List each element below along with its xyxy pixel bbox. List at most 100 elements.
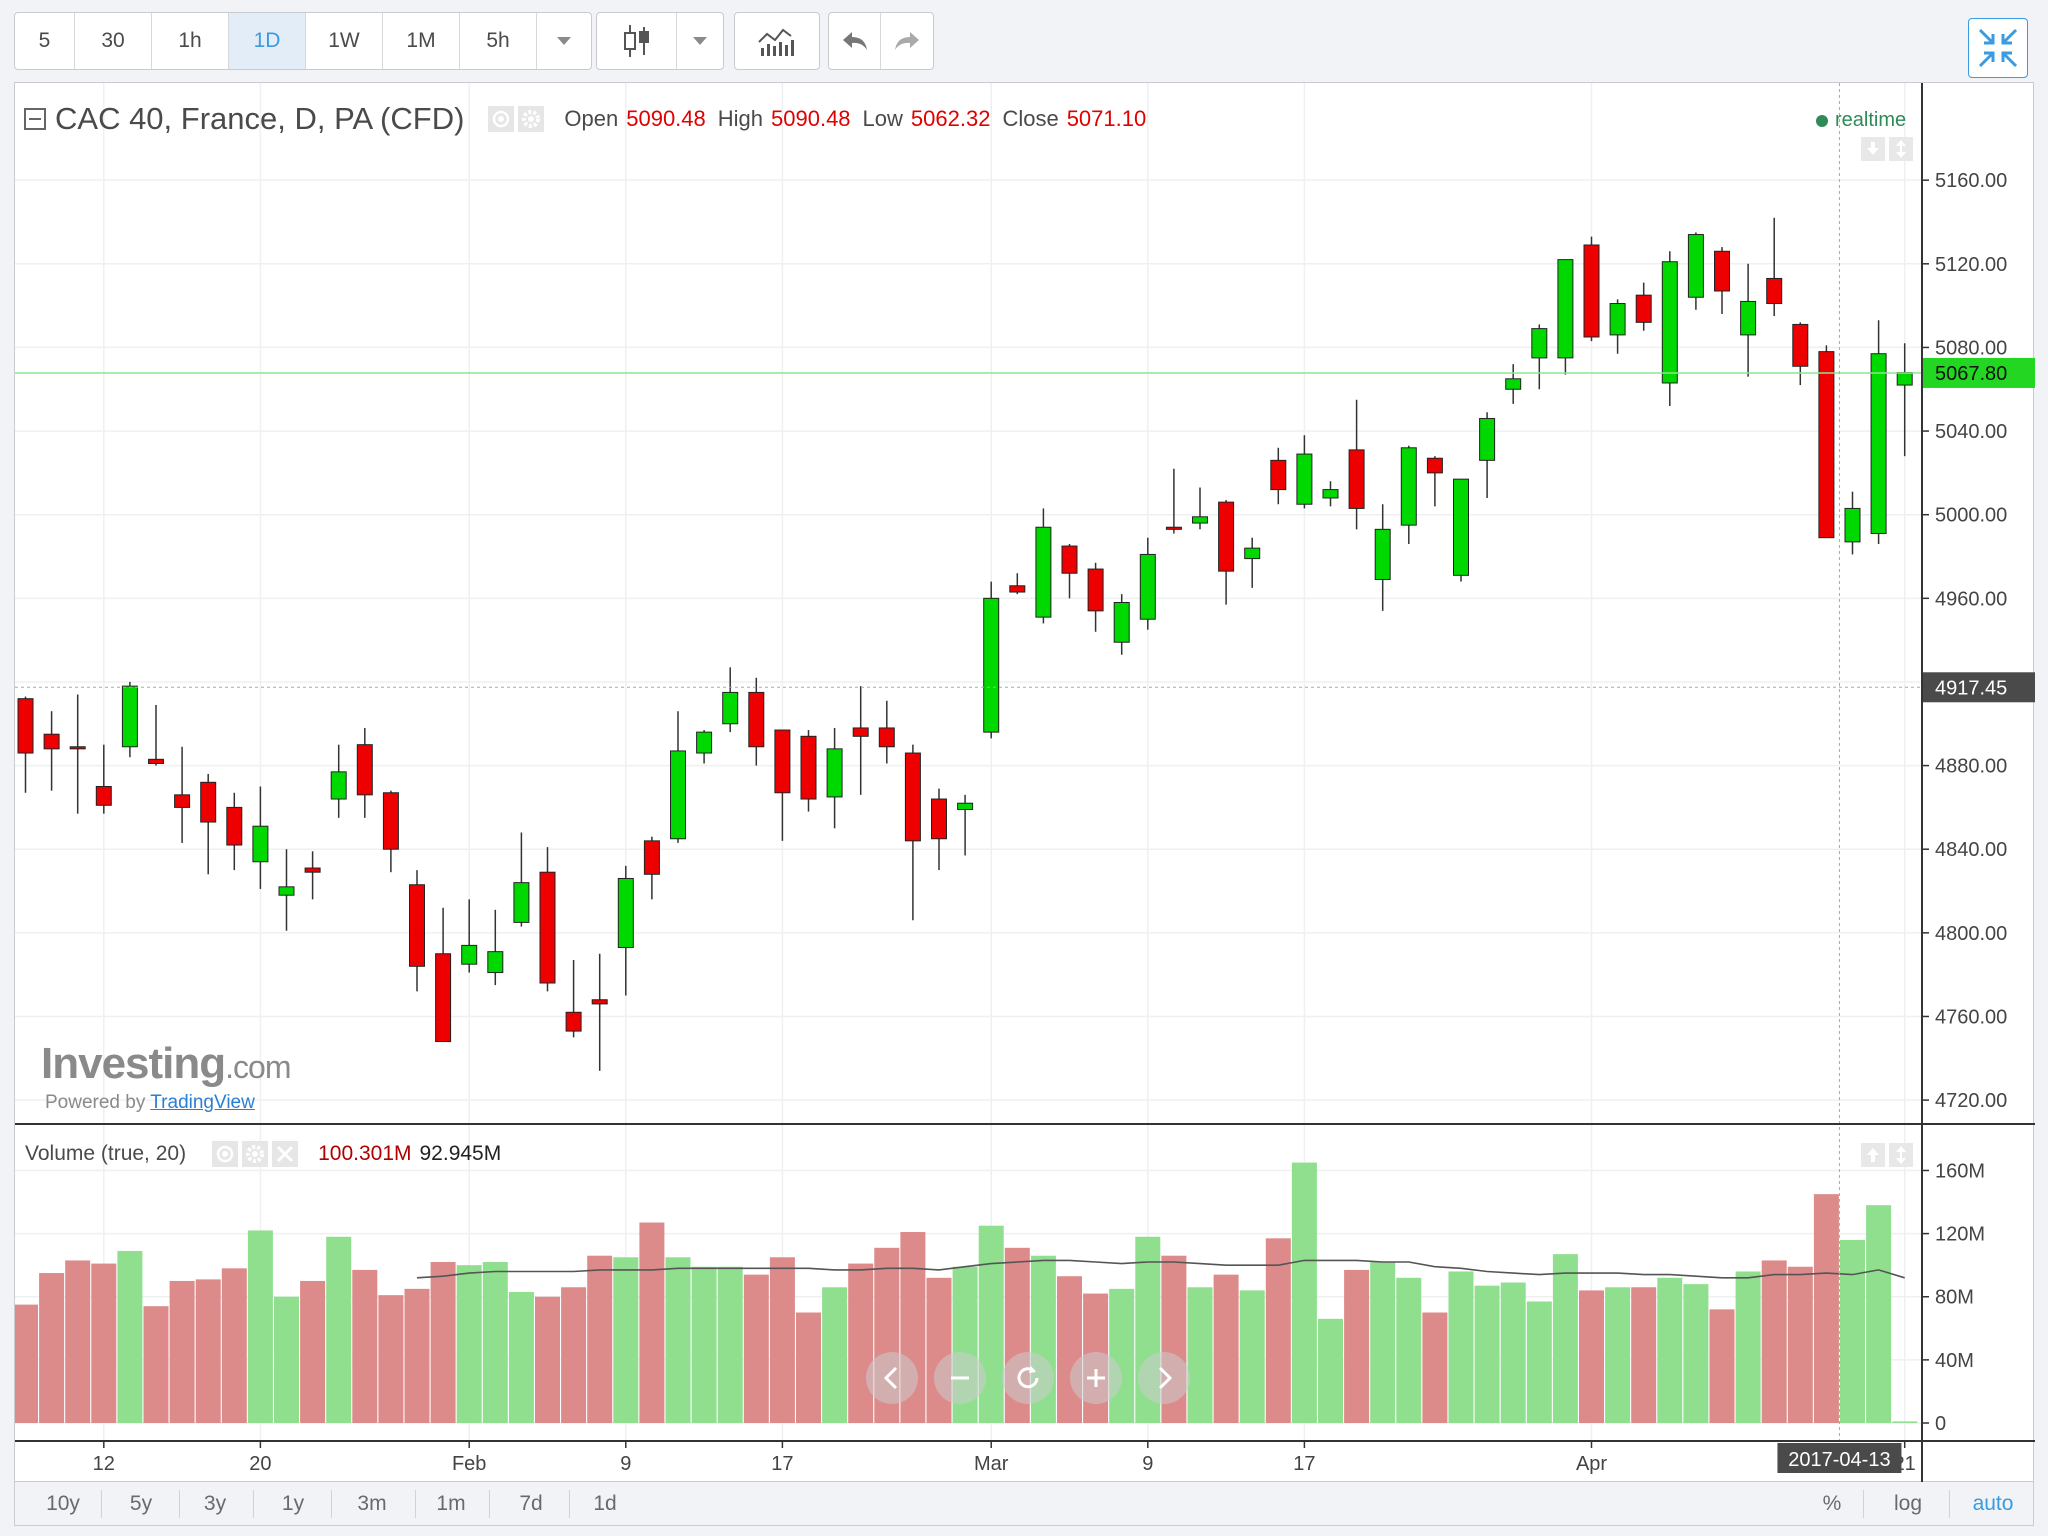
interval-5h-button[interactable]: 5h — [460, 13, 537, 69]
history-group — [828, 12, 934, 70]
range-1d-button[interactable]: 1d — [593, 1492, 617, 1515]
candle-body — [1061, 545, 1078, 574]
price-tick-label: 5120.00 — [1935, 254, 2007, 276]
volume-bar — [1526, 1301, 1552, 1423]
range-1y-button[interactable]: 1y — [281, 1492, 305, 1515]
interval-group: 5 30 1h 1D 1W 1M 5h — [14, 12, 592, 70]
volume-bar — [1474, 1285, 1500, 1423]
interval-1h-button[interactable]: 1h — [152, 13, 229, 69]
collapse-fullscreen-button[interactable] — [1969, 19, 2027, 77]
redo-button[interactable] — [881, 13, 933, 69]
volume-bar — [430, 1262, 456, 1423]
candle-body — [1087, 568, 1104, 612]
collapse-pane-icon[interactable] — [23, 107, 47, 131]
interval-1m-button[interactable]: 1M — [383, 13, 460, 69]
candle-body — [43, 733, 60, 750]
volume-bar — [769, 1257, 795, 1423]
range-separator — [253, 1490, 254, 1518]
candle-body — [330, 771, 347, 800]
high-value: 5090.48 — [771, 106, 851, 131]
volume-bar — [1683, 1284, 1709, 1423]
volume-ma-value: 92.945M — [419, 1142, 502, 1165]
volume-bar — [743, 1274, 769, 1423]
scroll-left-button[interactable] — [865, 1351, 919, 1405]
volume-bar — [1213, 1274, 1239, 1423]
volume-bar — [717, 1266, 743, 1423]
indicators-icon — [758, 28, 794, 56]
volume-bar — [1318, 1318, 1343, 1423]
range-5y-button[interactable]: 5y — [129, 1492, 153, 1515]
candle-body — [513, 882, 530, 923]
interval-dropdown-button[interactable] — [537, 13, 591, 69]
last-price-badge-bg — [1923, 357, 2035, 388]
settings-gear-icon[interactable] — [518, 106, 545, 132]
volume-bar — [1579, 1290, 1604, 1423]
volume-bar — [456, 1265, 482, 1423]
watermark-brand-suffix: .com — [225, 1049, 291, 1085]
fullscreen-group — [1968, 18, 2028, 78]
move-up-icon[interactable] — [1861, 1143, 1885, 1167]
candle-body — [1296, 453, 1313, 505]
volume-value: 100.301M — [318, 1142, 412, 1165]
chart-frame: 4720.004760.004800.004840.004880.004920.… — [14, 82, 2035, 1483]
volume-tick-label: 0 — [1935, 1413, 1946, 1435]
indicators-group — [734, 12, 820, 70]
volume-tick-label: 40M — [1935, 1350, 1974, 1372]
scroll-right-button[interactable] — [1137, 1351, 1191, 1405]
interval-1d-button[interactable]: 1D — [229, 13, 306, 69]
percent-scale-button[interactable]: % — [1822, 1492, 1842, 1515]
volume-bar — [274, 1296, 299, 1423]
volume-bar — [326, 1236, 352, 1423]
range-3y-button[interactable]: 3y — [203, 1492, 227, 1515]
crosshair-date-bg — [1777, 1443, 1902, 1473]
reset-chart-button[interactable] — [1001, 1351, 1055, 1405]
time-tick-label: 17 — [771, 1453, 793, 1475]
range-10y-button[interactable]: 10y — [46, 1492, 80, 1515]
auto-scale-button[interactable]: auto — [1972, 1492, 2014, 1515]
candle-body — [174, 794, 191, 808]
volume-bar — [143, 1306, 169, 1423]
volume-bar — [1787, 1266, 1813, 1423]
interval-5-button[interactable]: 5 — [15, 13, 75, 69]
maximize-pane-icon[interactable] — [1889, 137, 1913, 161]
volume-bar — [195, 1279, 221, 1423]
undo-button[interactable] — [829, 13, 881, 69]
low-value: 5062.32 — [910, 106, 991, 131]
volume-bar — [39, 1273, 65, 1423]
candle-body — [226, 806, 243, 846]
price-tick-label: 4960.00 — [1935, 588, 2007, 610]
candle-body — [1270, 459, 1287, 491]
visibility-eye-icon[interactable] — [212, 1141, 239, 1167]
chart-style-dropdown-button[interactable] — [677, 13, 723, 69]
volume-bar — [822, 1287, 848, 1423]
candles-style-button[interactable] — [597, 13, 677, 69]
chart-canvas[interactable]: 4720.004760.004800.004840.004880.004920.… — [15, 83, 2035, 1483]
visibility-eye-icon[interactable] — [488, 106, 515, 132]
volume-bar — [613, 1257, 639, 1423]
candle-body — [69, 746, 86, 750]
maximize-pane-icon[interactable] — [1889, 1143, 1913, 1167]
candle-body — [1322, 489, 1339, 499]
volume-bar — [691, 1266, 717, 1423]
interval-1w-button[interactable]: 1W — [306, 13, 383, 69]
move-down-icon[interactable] — [1861, 137, 1885, 161]
candle-body — [1453, 478, 1469, 576]
interval-30-button[interactable]: 30 — [75, 13, 152, 69]
volume-bar — [561, 1287, 587, 1423]
watermark-brand: Investing — [41, 1039, 226, 1088]
range-1m-button[interactable]: 1m — [436, 1492, 466, 1515]
settings-gear-icon[interactable] — [242, 1141, 269, 1167]
close-icon[interactable] — [272, 1141, 299, 1167]
zoom-in-button[interactable] — [1069, 1351, 1123, 1405]
indicators-button[interactable] — [735, 13, 819, 69]
zoom-out-button[interactable] — [933, 1351, 987, 1405]
candle-body — [539, 871, 556, 984]
candle-body — [382, 792, 399, 850]
price-tick-label: 4800.00 — [1935, 923, 2007, 945]
range-3m-button[interactable]: 3m — [357, 1492, 387, 1515]
crosshair-price-badge-bg — [1923, 672, 2035, 703]
volume-bar — [352, 1269, 378, 1423]
log-scale-button[interactable]: log — [1893, 1492, 1923, 1515]
range-7d-button[interactable]: 7d — [519, 1492, 543, 1515]
tradingview-link[interactable]: TradingView — [150, 1092, 255, 1113]
